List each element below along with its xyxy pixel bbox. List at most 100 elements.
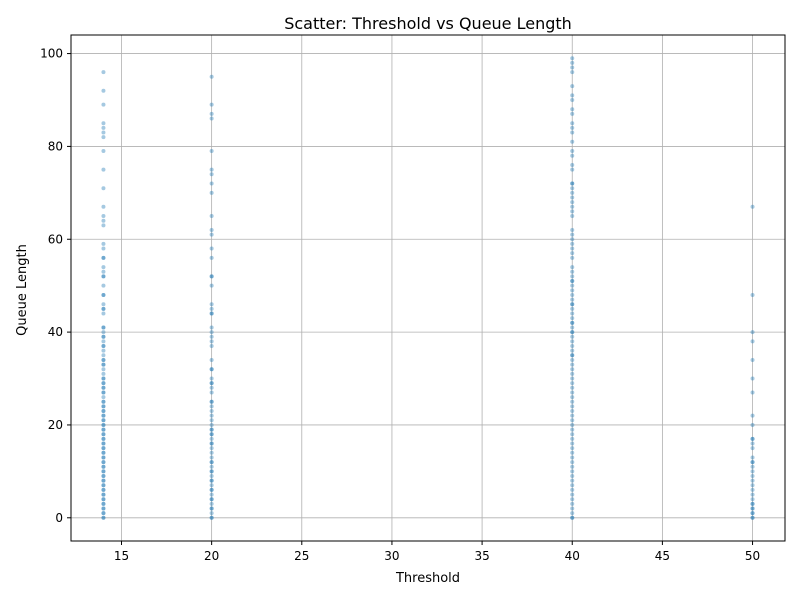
scatter-point bbox=[570, 427, 575, 432]
scatter-point bbox=[101, 241, 106, 246]
scatter-point bbox=[750, 469, 755, 474]
scatter-point bbox=[209, 274, 214, 279]
scatter-point bbox=[101, 390, 106, 395]
scatter-point bbox=[101, 469, 106, 474]
scatter-point bbox=[570, 292, 575, 297]
scatter-point bbox=[750, 330, 755, 335]
scatter-point bbox=[570, 139, 575, 144]
scatter-point bbox=[570, 357, 575, 362]
scatter-point bbox=[101, 455, 106, 460]
scatter-point bbox=[209, 399, 214, 404]
scatter-point bbox=[101, 399, 106, 404]
scatter-point bbox=[101, 306, 106, 311]
scatter-point bbox=[750, 483, 755, 488]
scatter-point bbox=[209, 214, 214, 219]
scatter-point bbox=[570, 497, 575, 502]
scatter-point bbox=[101, 306, 106, 311]
scatter-point bbox=[101, 399, 106, 404]
scatter-point bbox=[570, 330, 575, 335]
scatter-point bbox=[101, 362, 106, 367]
scatter-point bbox=[101, 121, 106, 126]
x-tick-label: 15 bbox=[114, 549, 129, 563]
scatter-point bbox=[101, 357, 106, 362]
scatter-point bbox=[570, 265, 575, 270]
scatter-point bbox=[570, 181, 575, 186]
scatter-point bbox=[209, 283, 214, 288]
scatter-point bbox=[209, 330, 214, 335]
scatter-point bbox=[570, 149, 575, 154]
scatter-point bbox=[570, 302, 575, 307]
scatter-point bbox=[101, 469, 106, 474]
scatter-point bbox=[570, 353, 575, 358]
scatter-point bbox=[570, 302, 575, 307]
scatter-point bbox=[570, 274, 575, 279]
scatter-point bbox=[101, 344, 106, 349]
scatter-point bbox=[570, 404, 575, 409]
scatter-point bbox=[101, 497, 106, 502]
scatter-point bbox=[101, 167, 106, 172]
scatter-point bbox=[570, 418, 575, 423]
scatter-point bbox=[101, 292, 106, 297]
scatter-point bbox=[570, 325, 575, 330]
scatter-point bbox=[101, 487, 106, 492]
scatter-point bbox=[209, 344, 214, 349]
scatter-point bbox=[750, 436, 755, 441]
scatter-point bbox=[750, 492, 755, 497]
scatter-point bbox=[750, 487, 755, 492]
y-tick-label: 80 bbox=[48, 139, 63, 153]
scatter-point bbox=[209, 469, 214, 474]
scatter-point bbox=[209, 376, 214, 381]
scatter-point bbox=[570, 330, 575, 335]
y-axis-ticks: 0 20 40 60 80 100 bbox=[40, 47, 71, 525]
scatter-point bbox=[101, 88, 106, 93]
scatter-point bbox=[101, 515, 106, 520]
scatter-point bbox=[750, 292, 755, 297]
scatter-point bbox=[101, 371, 106, 376]
scatter-point bbox=[101, 265, 106, 270]
scatter-point bbox=[209, 506, 214, 511]
scatter-point bbox=[750, 478, 755, 483]
scatter-point bbox=[570, 339, 575, 344]
scatter-point bbox=[570, 492, 575, 497]
scatter-point bbox=[570, 60, 575, 65]
scatter-point bbox=[570, 93, 575, 98]
scatter-point bbox=[750, 204, 755, 209]
scatter-point bbox=[570, 195, 575, 200]
scatter-point bbox=[209, 367, 214, 372]
scatter-point bbox=[101, 353, 106, 358]
scatter-point bbox=[101, 464, 106, 469]
scatter-point bbox=[570, 390, 575, 395]
scatter-point bbox=[101, 274, 106, 279]
scatter-point bbox=[750, 497, 755, 502]
scatter-point bbox=[209, 255, 214, 260]
scatter-point bbox=[209, 418, 214, 423]
scatter-point bbox=[750, 515, 755, 520]
scatter-point bbox=[101, 446, 106, 451]
scatter-point bbox=[101, 404, 106, 409]
scatter-point bbox=[209, 483, 214, 488]
scatter-point bbox=[570, 209, 575, 214]
scatter-point bbox=[209, 432, 214, 437]
scatter-point bbox=[209, 311, 214, 316]
y-tick-label: 60 bbox=[48, 232, 63, 246]
scatter-point bbox=[570, 413, 575, 418]
scatter-point bbox=[570, 181, 575, 186]
scatter-point bbox=[101, 223, 106, 228]
scatter-point bbox=[570, 362, 575, 367]
chart-title: Scatter: Threshold vs Queue Length bbox=[284, 14, 572, 33]
scatter-point bbox=[209, 422, 214, 427]
scatter-point bbox=[750, 501, 755, 506]
scatter-point bbox=[209, 455, 214, 460]
scatter-point bbox=[101, 70, 106, 75]
scatter-point bbox=[570, 487, 575, 492]
scatter-point bbox=[101, 348, 106, 353]
scatter-point bbox=[570, 446, 575, 451]
y-tick-label: 40 bbox=[48, 325, 63, 339]
scatter-point bbox=[101, 432, 106, 437]
scatter-point bbox=[570, 311, 575, 316]
scatter-point bbox=[101, 427, 106, 432]
x-axis-ticks: 15 20 25 30 35 40 45 50 bbox=[114, 541, 760, 563]
scatter-point bbox=[101, 455, 106, 460]
scatter-point bbox=[209, 492, 214, 497]
